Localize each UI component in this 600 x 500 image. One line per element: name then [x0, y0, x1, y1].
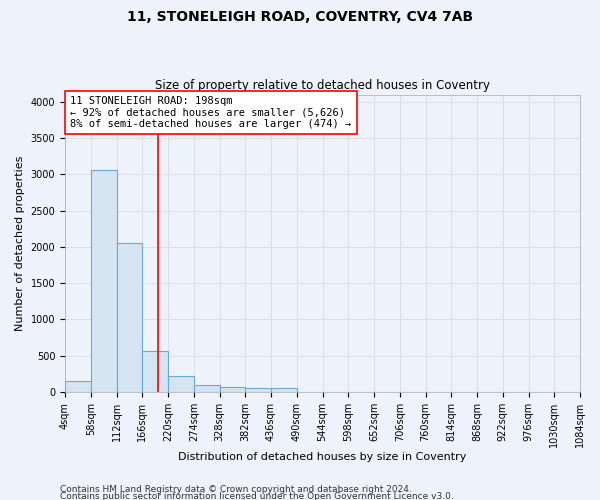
Bar [220, 387, 245, 392]
Y-axis label: Number of detached properties: Number of detached properties [15, 156, 25, 331]
Bar [116, 242, 142, 392]
X-axis label: Distribution of detached houses by size in Coventry: Distribution of detached houses by size … [178, 452, 467, 462]
Title: Size of property relative to detached houses in Coventry: Size of property relative to detached ho… [155, 79, 490, 92]
Bar [65, 381, 91, 392]
Text: 11 STONELEIGH ROAD: 198sqm
← 92% of detached houses are smaller (5,626)
8% of se: 11 STONELEIGH ROAD: 198sqm ← 92% of deta… [70, 96, 352, 129]
Bar [194, 384, 220, 392]
Text: 11, STONELEIGH ROAD, COVENTRY, CV4 7AB: 11, STONELEIGH ROAD, COVENTRY, CV4 7AB [127, 10, 473, 24]
Bar [271, 388, 297, 392]
Bar [245, 388, 271, 392]
Bar [168, 376, 194, 392]
Bar [142, 352, 168, 392]
Bar [91, 170, 116, 392]
Text: Contains public sector information licensed under the Open Government Licence v3: Contains public sector information licen… [60, 492, 454, 500]
Text: Contains HM Land Registry data © Crown copyright and database right 2024.: Contains HM Land Registry data © Crown c… [60, 486, 412, 494]
